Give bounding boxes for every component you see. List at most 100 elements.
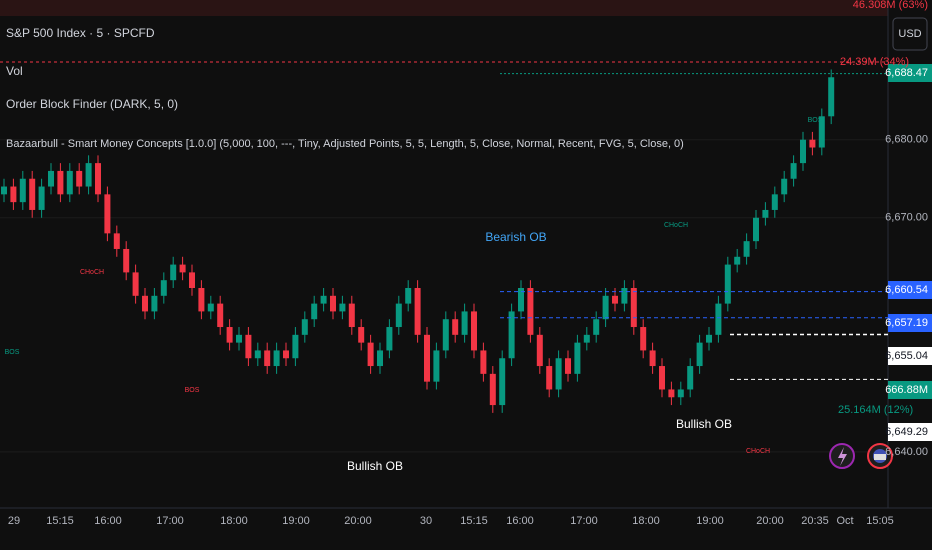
annotation: Bearish OB	[485, 230, 546, 244]
candle-body	[489, 373, 496, 406]
candle-body	[433, 350, 440, 382]
price-label-box	[888, 281, 932, 299]
currency[interactable]: USD	[898, 28, 921, 40]
x-tick-label: 20:35	[801, 515, 829, 527]
price-label-box	[888, 314, 932, 332]
candle-body	[95, 163, 101, 195]
candle-body	[405, 288, 412, 304]
candle-body	[536, 334, 543, 367]
candle-body	[555, 358, 562, 390]
annotation: Bullish OB	[347, 459, 403, 473]
x-tick-label: 16:00	[506, 515, 534, 527]
y-tick-label: 6,640.00	[885, 446, 928, 458]
candle-body	[170, 264, 177, 281]
candle-body	[179, 264, 186, 273]
candle-body	[348, 303, 355, 328]
candle-body	[48, 170, 54, 187]
candle-body	[724, 264, 731, 304]
annotation: BOS	[808, 117, 823, 124]
candle-body	[10, 186, 17, 203]
candle-body	[236, 334, 242, 343]
price-label-box	[888, 423, 932, 441]
candle-body	[395, 303, 402, 328]
x-tick-label: 15:15	[46, 515, 74, 527]
volume-label: 666.88M	[885, 384, 928, 396]
candle-body	[85, 163, 92, 187]
indicator: Vol	[6, 64, 23, 78]
candle-body	[160, 280, 167, 296]
plot-area	[0, 69, 888, 453]
x-tick-label: 29	[8, 515, 20, 527]
x-tick-label: 17:00	[570, 515, 598, 527]
candle-body	[630, 288, 637, 328]
price-label-box	[888, 64, 932, 82]
candle-body	[358, 327, 365, 343]
top-volume-band	[0, 0, 888, 16]
annotation: BOS	[5, 349, 20, 356]
x-tick-label: 20:00	[756, 515, 784, 527]
candle-body	[217, 303, 224, 328]
candle-body	[254, 350, 261, 359]
candle-body	[781, 178, 788, 195]
candle-body	[442, 319, 449, 351]
candle-body	[226, 327, 233, 343]
candle-body	[800, 139, 806, 164]
candle-body	[189, 272, 195, 288]
annotation: Bullish OB	[676, 417, 732, 431]
x-tick-label: 17:00	[156, 515, 184, 527]
candle-body	[367, 342, 374, 367]
candle-body	[424, 334, 430, 382]
annotation: BOS	[185, 387, 200, 394]
currency-button[interactable]	[892, 17, 928, 51]
candle-body	[499, 358, 506, 406]
candle-body	[452, 319, 459, 335]
candle-body	[574, 342, 581, 374]
candle-body	[687, 366, 694, 390]
volume-label: 24.39M (34%)	[840, 56, 909, 68]
candle-body	[38, 186, 45, 210]
candle-body	[743, 241, 750, 257]
candle-body	[809, 139, 816, 148]
candle-body	[57, 170, 64, 195]
candle-body	[565, 358, 571, 374]
candle-body	[753, 217, 759, 242]
candle-body	[583, 334, 590, 343]
candle-body	[207, 303, 214, 312]
x-tick-label: 16:00	[94, 515, 122, 527]
x-tick-label: 15:15	[460, 515, 488, 527]
candle-body	[142, 295, 148, 312]
candle-body	[104, 194, 111, 234]
x-tick-label: 20:00	[344, 515, 372, 527]
price-label: 6,657.19	[885, 317, 928, 329]
x-tick-label: 19:00	[282, 515, 310, 527]
candle-body	[273, 350, 280, 367]
candle-body	[292, 334, 299, 359]
x-tick-label: 15:05	[866, 515, 894, 527]
price-label-box	[888, 347, 932, 365]
candle-body	[283, 350, 289, 359]
candle-body	[715, 303, 722, 335]
candle-body	[339, 303, 346, 312]
price-label: 6,655.04	[885, 350, 928, 362]
candle-body	[301, 319, 308, 335]
candle-body	[471, 311, 477, 351]
candle-body	[612, 295, 618, 304]
candle-body	[508, 311, 515, 359]
candle-body	[621, 288, 628, 304]
candle-body	[668, 389, 675, 398]
indicator: Bazaarbull - Smart Money Concepts [1.0.0…	[6, 138, 684, 150]
candle-body	[659, 366, 665, 390]
annotation: CHoCH	[746, 448, 770, 455]
candle-body	[546, 366, 553, 390]
y-tick-label: 6,670.00	[885, 212, 928, 224]
candle-body	[518, 288, 524, 312]
x-tick-label: 30	[420, 515, 432, 527]
candle-body	[480, 350, 487, 374]
candle-body	[790, 163, 797, 179]
candle-body	[414, 288, 421, 335]
candle-body	[123, 248, 130, 273]
candle-body	[245, 334, 252, 359]
candle-body	[706, 334, 712, 343]
x-tick-label: 18:00	[632, 515, 660, 527]
